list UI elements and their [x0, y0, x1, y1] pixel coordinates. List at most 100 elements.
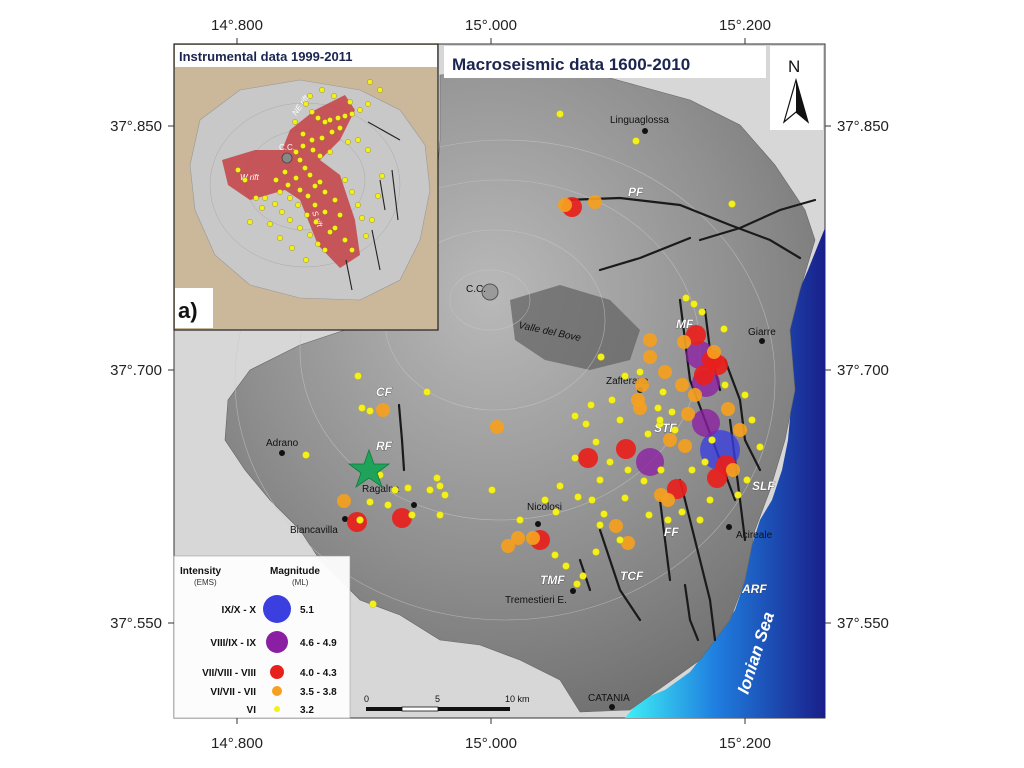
inset-event-marker — [305, 193, 311, 199]
event-marker-small — [654, 404, 662, 412]
event-marker-small — [366, 498, 374, 506]
place-zafferana: Zafferana — [606, 376, 649, 387]
event-marker-small — [404, 484, 412, 492]
inset-panel: C.C. NE rift W rift S rift Instrumental … — [173, 43, 439, 331]
legend-magnitude-value: 5.1 — [300, 605, 314, 616]
event-marker — [721, 402, 735, 416]
event-marker-small — [354, 372, 362, 380]
event-marker-small — [433, 474, 441, 482]
inset-event-marker — [327, 229, 333, 235]
legend-intensity-sub: (EMS) — [194, 578, 217, 587]
epicenter-star-icon — [347, 448, 391, 489]
scale-end: 10 km — [505, 694, 530, 704]
event-marker — [337, 494, 351, 508]
legend-magnitude-value: 4.6 - 4.9 — [300, 638, 337, 649]
event-marker — [658, 365, 672, 379]
event-marker-small — [640, 477, 648, 485]
fault-label-tmf: TMF — [540, 573, 565, 587]
inset-event-marker — [302, 165, 308, 171]
sea-area — [625, 228, 825, 718]
legend-intensity-value: VI/VII - VII — [210, 687, 256, 698]
event-marker — [526, 531, 540, 545]
inset-crater — [281, 152, 293, 164]
inset-event-marker — [297, 225, 303, 231]
event-marker-small — [358, 404, 366, 412]
legend-intensity-value: VIII/IX - IX — [210, 638, 256, 649]
inset-panel-label-box — [175, 288, 213, 328]
place-central-crater: C.C. — [466, 284, 486, 295]
place-dot-catania — [609, 704, 615, 710]
event-marker-small — [698, 308, 706, 316]
event-marker — [588, 195, 602, 209]
inset-event-marker — [317, 179, 323, 185]
place-ragalna: Ragalna — [362, 484, 400, 495]
place-dot-biancavilla — [342, 516, 348, 522]
inset-event-marker — [297, 187, 303, 193]
fault-label-slf: SLF — [752, 479, 775, 493]
inset-event-marker — [317, 153, 323, 159]
place-dot-giarre — [759, 338, 765, 344]
event-marker-small — [596, 521, 604, 529]
scale-zero: 0 — [364, 694, 369, 704]
event-marker-small — [756, 443, 764, 451]
legend-intensity-value: VII/VIII - VIII — [202, 668, 256, 679]
event-marker-small — [621, 494, 629, 502]
event-marker — [726, 463, 740, 477]
inset-event-marker — [277, 235, 283, 241]
event-marker — [678, 439, 692, 453]
inset-event-marker — [342, 237, 348, 243]
legend-magnitude-header: Magnitude — [270, 566, 320, 577]
fault-label-tcf: TCF — [620, 569, 644, 583]
inset-event-marker — [345, 139, 351, 145]
lat-tick-right-3: 37°.550 — [837, 615, 889, 632]
place-dot-adrano — [279, 450, 285, 456]
place-dot-linguaglossa — [642, 128, 648, 134]
event-marker — [558, 198, 572, 212]
place-tremestieri: Tremestieri E. — [505, 595, 567, 606]
inset-event-marker — [342, 113, 348, 119]
inset-event-marker — [297, 157, 303, 163]
inset-event-marker — [310, 147, 316, 153]
legend-magnitude-value: 4.0 - 4.3 — [300, 668, 337, 679]
event-marker-small — [541, 496, 549, 504]
legend-box — [173, 555, 351, 719]
inset-event-marker — [363, 233, 369, 239]
fault-label-rf: RF — [376, 439, 393, 453]
event-marker — [578, 448, 598, 468]
event-marker-small — [574, 493, 582, 501]
event-marker — [643, 350, 657, 364]
legend-row: VIII/IX - IX 4.6 - 4.9 — [210, 631, 337, 653]
map-title-box — [444, 46, 766, 78]
inset-event-marker — [322, 189, 328, 195]
event-marker-small — [636, 368, 644, 376]
inset-event-marker — [289, 245, 295, 251]
lon-tick-top-2: 15°.000 — [465, 17, 517, 34]
event-marker — [675, 378, 689, 392]
inset-event-marker — [247, 219, 253, 225]
lon-tick-bottom-1: 14°.800 — [211, 735, 263, 752]
inset-event-marker — [287, 217, 293, 223]
event-marker-small — [587, 401, 595, 409]
macroseismic-events — [302, 110, 764, 608]
inset-event-marker — [337, 125, 343, 131]
event-marker — [609, 519, 623, 533]
inset-event-marker — [295, 202, 301, 208]
lon-tick-top-3: 15°.200 — [719, 17, 771, 34]
event-marker-small — [728, 200, 736, 208]
event-marker-small — [369, 600, 377, 608]
event-marker-small — [748, 416, 756, 424]
graticule — [168, 38, 831, 724]
legend-intensity-value: VI — [247, 705, 257, 716]
event-marker-small — [441, 491, 449, 499]
inset-event-marker — [273, 177, 279, 183]
event-marker-small — [391, 486, 399, 494]
lat-tick-left-2: 37°.700 — [110, 362, 162, 379]
inset-title-box — [175, 45, 437, 67]
inset-event-marker — [292, 119, 298, 125]
place-dot-nicolosi — [535, 521, 541, 527]
inset-event-marker — [307, 232, 313, 238]
lon-tick-bottom-2: 15°.000 — [465, 735, 517, 752]
inset-event-marker — [375, 193, 381, 199]
event-marker-small — [592, 438, 600, 446]
legend-intensity-header: Intensity — [180, 566, 222, 577]
